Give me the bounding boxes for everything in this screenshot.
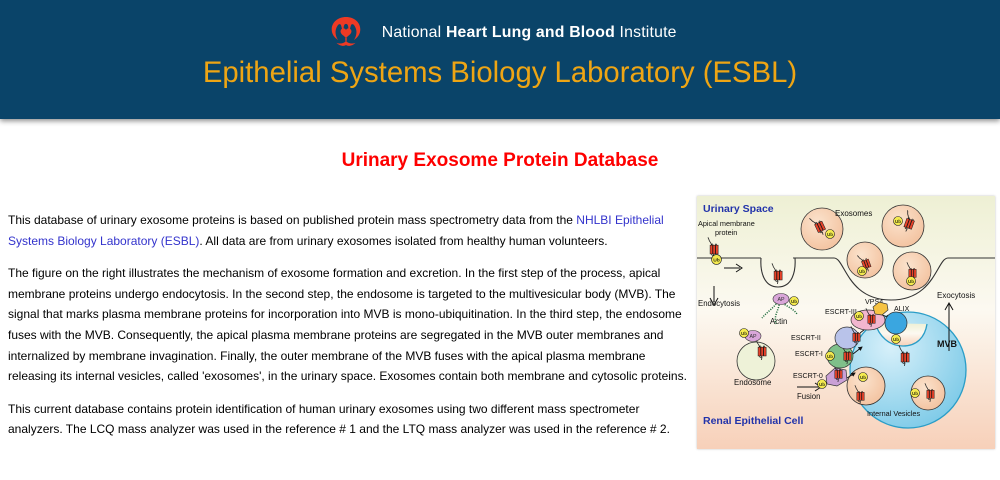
svg-text:ESCRT-II: ESCRT-II <box>791 334 821 342</box>
svg-text:ESCRT-III: ESCRT-III <box>825 308 857 316</box>
svg-text:ESCRT-I: ESCRT-I <box>795 350 823 358</box>
svg-text:Exosomes: Exosomes <box>835 209 872 218</box>
svg-text:Endosome: Endosome <box>734 378 771 387</box>
svg-text:MVB: MVB <box>937 339 958 349</box>
svg-text:Apical membrane: Apical membrane <box>698 219 755 228</box>
svg-text:Renal Epithelial Cell: Renal Epithelial Cell <box>703 415 803 427</box>
svg-text:Fusion: Fusion <box>797 392 820 401</box>
svg-text:AP: AP <box>777 297 785 303</box>
svg-text:Internal Vesicles: Internal Vesicles <box>867 409 920 418</box>
svg-text:ESCRT-0: ESCRT-0 <box>793 372 823 380</box>
svg-text:Actin: Actin <box>770 317 787 326</box>
svg-text:Endocytosis: Endocytosis <box>698 299 740 308</box>
svg-text:protein: protein <box>715 228 737 237</box>
svg-text:Urinary Space: Urinary Space <box>703 203 774 215</box>
svg-text:Exocytosis: Exocytosis <box>937 291 975 300</box>
svg-text:AP: AP <box>749 334 757 340</box>
